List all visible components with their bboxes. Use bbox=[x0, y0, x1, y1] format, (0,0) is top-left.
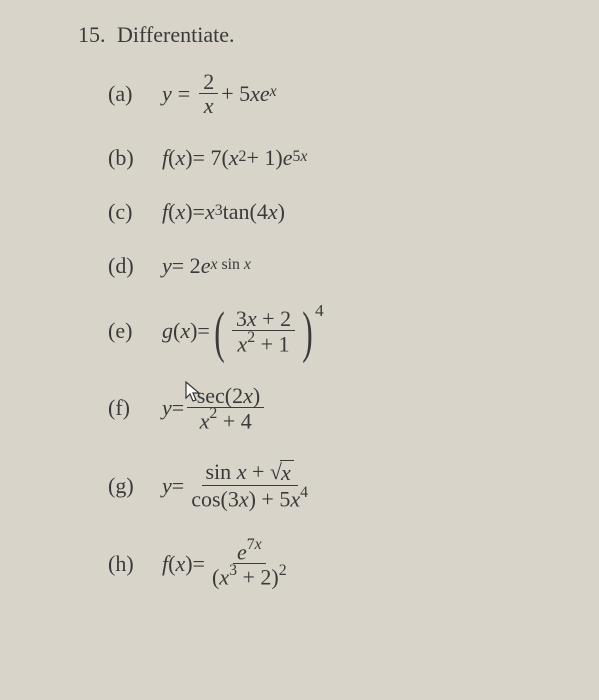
item-expression: f(x) = x3 tan(4x) bbox=[162, 199, 285, 225]
items-list: (a) y = 2 x + 5xex (b) f(x) = 7(x2 + 1)e… bbox=[78, 70, 539, 589]
fraction: sec(2x) x2 + 4 bbox=[187, 384, 264, 433]
item-label: (b) bbox=[108, 145, 162, 171]
item-b: (b) f(x) = 7(x2 + 1)e5x bbox=[108, 145, 539, 171]
fraction: sin x + √x cos(3x) + 5x4 bbox=[187, 460, 312, 511]
item-expression: y = sec(2x) x2 + 4 bbox=[162, 384, 267, 433]
item-label: (a) bbox=[108, 81, 162, 107]
item-a: (a) y = 2 x + 5xex bbox=[108, 70, 539, 117]
page-content: 15. Differentiate. (a) y = 2 x + 5xex (b… bbox=[0, 0, 599, 609]
item-expression: f(x) = e7x (x3 + 2)2 bbox=[162, 539, 294, 589]
sqrt: √x bbox=[270, 460, 294, 485]
item-label: (g) bbox=[108, 473, 162, 499]
left-paren: ( bbox=[214, 319, 224, 348]
item-label: (d) bbox=[108, 253, 162, 279]
item-label: (f) bbox=[108, 395, 162, 421]
item-expression: y = sin x + √x cos(3x) + 5x4 bbox=[162, 460, 315, 511]
item-h: (h) f(x) = e7x (x3 + 2)2 bbox=[108, 539, 539, 589]
item-c: (c) f(x) = x3 tan(4x) bbox=[108, 199, 539, 225]
item-expression: y = 2ex sin x bbox=[162, 253, 251, 279]
item-label: (h) bbox=[108, 551, 162, 577]
right-paren: ) bbox=[302, 319, 312, 348]
item-label: (e) bbox=[108, 318, 162, 344]
fraction: e7x (x3 + 2)2 bbox=[208, 539, 291, 589]
fraction: 2 x bbox=[199, 70, 218, 117]
item-g: (g) y = sin x + √x cos(3x) + 5x4 bbox=[108, 460, 539, 511]
item-e: (e) g(x) = ( 3x + 2 x2 + 1 ) 4 bbox=[108, 307, 539, 356]
item-expression: g(x) = ( 3x + 2 x2 + 1 ) 4 bbox=[162, 307, 324, 356]
problem-number: 15. bbox=[78, 22, 106, 47]
item-d: (d) y = 2ex sin x bbox=[108, 253, 539, 279]
problem-header: 15. Differentiate. bbox=[78, 22, 539, 48]
item-expression: y = 2 x + 5xex bbox=[162, 70, 277, 117]
fraction: 3x + 2 x2 + 1 bbox=[232, 307, 295, 356]
item-f: (f) y = sec(2x) x2 + 4 bbox=[108, 384, 539, 433]
item-expression: f(x) = 7(x2 + 1)e5x bbox=[162, 145, 307, 171]
item-label: (c) bbox=[108, 199, 162, 225]
problem-title: Differentiate. bbox=[117, 22, 234, 47]
